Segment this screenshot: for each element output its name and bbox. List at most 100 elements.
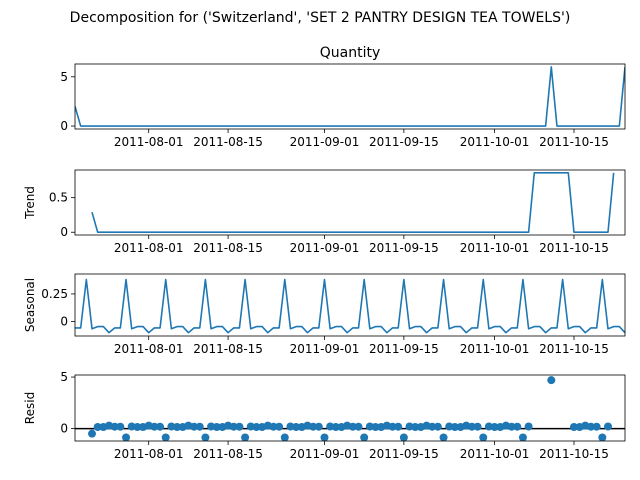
panel-title: Quantity	[320, 45, 381, 61]
axes-frame	[74, 374, 626, 442]
resid-point	[518, 433, 527, 441]
resid-point	[195, 422, 204, 431]
x-tick-label: 2011-08-01	[114, 135, 184, 149]
resid-point	[88, 429, 97, 438]
y-axis-label: Trend	[23, 186, 37, 220]
resid-point	[433, 422, 442, 431]
x-tick-label: 2011-10-15	[539, 342, 609, 356]
resid-point	[467, 422, 476, 431]
resid-point	[93, 422, 102, 431]
axes-frame	[74, 273, 626, 337]
y-axis-label: Resid	[23, 392, 37, 424]
x-tick-label: 2011-09-01	[290, 241, 360, 255]
resid-point	[252, 422, 261, 431]
series-line	[91, 171, 615, 234]
resid-point	[116, 422, 125, 431]
resid-point	[439, 433, 448, 441]
x-tick-label: 2011-09-01	[290, 447, 360, 461]
x-tick-label: 2011-08-15	[193, 135, 263, 149]
x-tick-label: 2011-08-15	[193, 342, 263, 356]
resid-point	[348, 422, 357, 431]
resid-point	[161, 433, 170, 441]
series-trend	[91, 171, 615, 234]
y-tick-label: 0	[60, 225, 68, 239]
resid-point	[507, 422, 516, 431]
resid-point	[450, 422, 459, 431]
x-tick-label: 2011-10-15	[539, 241, 609, 255]
resid-point	[190, 422, 199, 431]
resid-point	[235, 422, 244, 431]
x-tick-label: 2011-10-01	[460, 135, 530, 149]
resid-point	[428, 422, 437, 431]
panels: Quantity 0 5 2011-08-01 2011-08-15 2011-09-01…	[23, 45, 626, 461]
resid-point	[603, 422, 612, 431]
resid-point	[547, 376, 556, 385]
resid-point	[292, 422, 301, 431]
x-tick-label: 2011-10-15	[539, 447, 609, 461]
resid-point	[122, 433, 131, 441]
resid-point	[156, 422, 165, 431]
resid-point	[371, 422, 380, 431]
x-tick-label: 2011-08-15	[193, 447, 263, 461]
series-resid	[75, 376, 625, 452]
axes-frame	[74, 63, 626, 130]
resid-point	[320, 433, 329, 441]
x-tick-label: 2011-10-01	[460, 342, 530, 356]
x-tick-label: 2011-08-15	[193, 241, 263, 255]
x-tick-label: 2011-09-15	[369, 241, 439, 255]
resid-point	[173, 422, 182, 431]
x-tick-label: 2011-09-01	[290, 342, 360, 356]
resid-point	[309, 422, 318, 431]
panel-observed: Quantity 0 5 2011-08-01 2011-08-15 2011-09-01…	[60, 45, 626, 149]
x-tick-label: 2011-09-01	[290, 135, 360, 149]
series-seasonal	[75, 278, 625, 334]
resid-point	[490, 422, 499, 431]
y-tick-label: 0.25	[41, 287, 68, 301]
x-tick-label: 2011-10-01	[460, 447, 530, 461]
x-tick-label: 2011-09-15	[369, 342, 439, 356]
y-axis-label: Seasonal	[23, 278, 37, 332]
panel-seasonal: Seasonal 0 0.25 2011-08-01 2011-08-15 2011-09…	[23, 273, 626, 356]
x-tick-label: 2011-08-01	[114, 342, 184, 356]
resid-point	[411, 422, 420, 431]
x-tick-label: 2011-08-01	[114, 241, 184, 255]
panel-resid: Resid 0 5 2011-08-01 2011-08-15 2011-09-01 201…	[23, 370, 626, 461]
x-tick-label: 2011-08-01	[114, 447, 184, 461]
series-line	[75, 66, 625, 127]
resid-point	[586, 422, 595, 431]
y-tick-label: 5	[60, 70, 68, 84]
resid-point	[513, 422, 522, 431]
resid-point	[394, 422, 403, 431]
resid-point	[388, 422, 397, 431]
y-tick-label: 0	[60, 119, 68, 133]
resid-point	[229, 422, 238, 431]
series-line	[75, 278, 625, 334]
resid-point	[110, 422, 119, 431]
resid-point	[569, 422, 578, 431]
resid-point	[331, 422, 340, 431]
panel-trend: Trend 0 0.5 2011-08-01 2011-08-15 2011-09-01 2…	[23, 169, 626, 255]
x-tick-label: 2011-09-15	[369, 135, 439, 149]
y-tick-label: 0	[60, 315, 68, 329]
resid-point	[473, 422, 482, 431]
y-tick-label: 0	[60, 422, 68, 436]
x-tick-label: 2011-09-15	[369, 447, 439, 461]
resid-point	[360, 433, 369, 441]
resid-point	[201, 433, 210, 441]
resid-point	[275, 422, 284, 431]
resid-point	[479, 433, 488, 441]
resid-point	[354, 422, 363, 431]
x-tick-label: 2011-10-01	[460, 241, 530, 255]
x-tick-label: 2011-10-15	[539, 135, 609, 149]
resid-point	[399, 433, 408, 441]
series-observed	[75, 66, 625, 127]
axes-frame	[74, 169, 626, 236]
chart-suptitle: Decomposition for ('Switzerland', 'SET 2…	[70, 10, 571, 26]
resid-point	[133, 422, 142, 431]
resid-point	[150, 422, 159, 431]
resid-point	[524, 422, 533, 431]
resid-point	[212, 422, 221, 431]
resid-point	[610, 444, 618, 452]
resid-point	[530, 444, 538, 452]
